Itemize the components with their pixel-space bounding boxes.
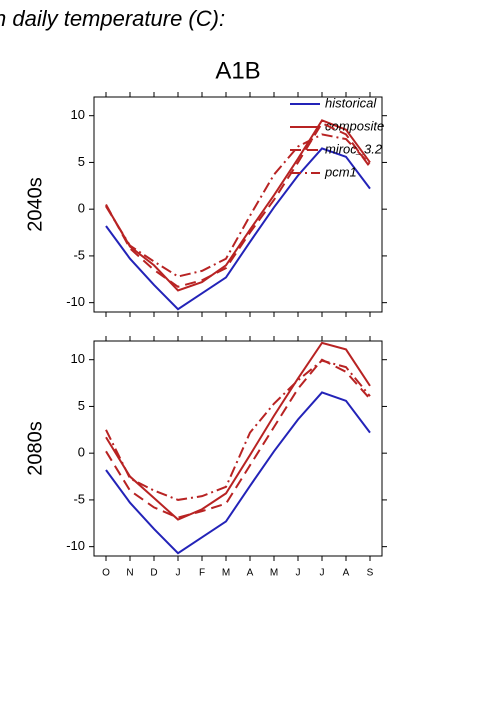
chart-subtitle: A1B <box>215 57 260 84</box>
y-tick-label: 0 <box>78 445 85 460</box>
legend-label: historical <box>325 95 377 110</box>
legend-label: pcm1 <box>324 164 357 179</box>
series-line <box>105 119 371 292</box>
y-tick-label: -10 <box>66 538 85 553</box>
x-tick-label: A <box>343 568 350 579</box>
y-tick-label: 10 <box>71 351 85 366</box>
x-tick-label: O <box>102 568 110 579</box>
y-tick-label: 5 <box>78 398 85 413</box>
series-line <box>105 133 371 278</box>
plot-frame <box>93 96 383 313</box>
x-tick-label: J <box>296 568 301 579</box>
chart-title: n daily temperature (C): <box>0 6 225 31</box>
y-tick-label: 0 <box>78 201 85 216</box>
x-tick-label: F <box>199 568 205 579</box>
x-tick-label: S <box>367 568 374 579</box>
y-tick-label: 5 <box>78 154 85 169</box>
series-line <box>105 391 371 555</box>
x-tick-label: N <box>126 568 133 579</box>
series-line <box>105 358 371 519</box>
series-line <box>105 359 371 501</box>
legend-label: composite <box>325 118 384 133</box>
x-tick-label: D <box>150 568 157 579</box>
y-tick-label: -5 <box>73 247 85 262</box>
x-tick-label: J <box>176 568 181 579</box>
y-tick-label: -5 <box>73 491 85 506</box>
series-line <box>105 341 371 521</box>
y-axis-label: 2040s <box>24 177 46 232</box>
legend-label: miroc_3.2 <box>325 141 383 156</box>
x-tick-label: A <box>247 568 254 579</box>
x-tick-label: J <box>320 568 325 579</box>
x-tick-label: M <box>270 568 278 579</box>
x-tick-label: M <box>222 568 230 579</box>
y-tick-label: 10 <box>71 107 85 122</box>
y-tick-label: -10 <box>66 294 85 309</box>
y-axis-label: 2080s <box>24 421 46 476</box>
series-line <box>105 121 371 288</box>
plot-frame <box>93 340 383 557</box>
series-line <box>105 147 371 311</box>
